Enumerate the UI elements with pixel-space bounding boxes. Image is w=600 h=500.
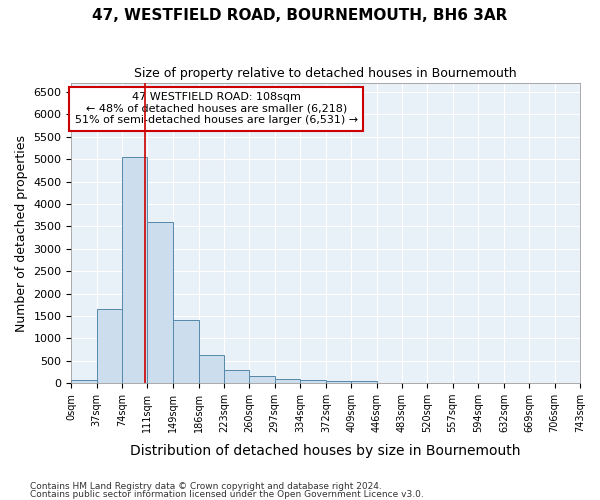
Bar [173,320,199,383]
Bar [122,157,148,383]
Bar [352,381,377,383]
Bar [148,222,173,383]
Text: 47, WESTFIELD ROAD, BOURNEMOUTH, BH6 3AR: 47, WESTFIELD ROAD, BOURNEMOUTH, BH6 3AR [92,8,508,22]
Bar [250,376,275,383]
Title: Size of property relative to detached houses in Bournemouth: Size of property relative to detached ho… [134,68,517,80]
Text: Contains HM Land Registry data © Crown copyright and database right 2024.: Contains HM Land Registry data © Crown c… [30,482,382,491]
Bar [300,380,326,383]
Bar [224,370,250,383]
Text: 47 WESTFIELD ROAD: 108sqm
← 48% of detached houses are smaller (6,218)
51% of se: 47 WESTFIELD ROAD: 108sqm ← 48% of detac… [75,92,358,126]
Bar [97,310,122,383]
Bar [326,381,352,383]
Text: Contains public sector information licensed under the Open Government Licence v3: Contains public sector information licen… [30,490,424,499]
Y-axis label: Number of detached properties: Number of detached properties [15,134,28,332]
Bar [199,356,224,383]
Bar [71,380,97,383]
X-axis label: Distribution of detached houses by size in Bournemouth: Distribution of detached houses by size … [130,444,521,458]
Bar [275,378,300,383]
